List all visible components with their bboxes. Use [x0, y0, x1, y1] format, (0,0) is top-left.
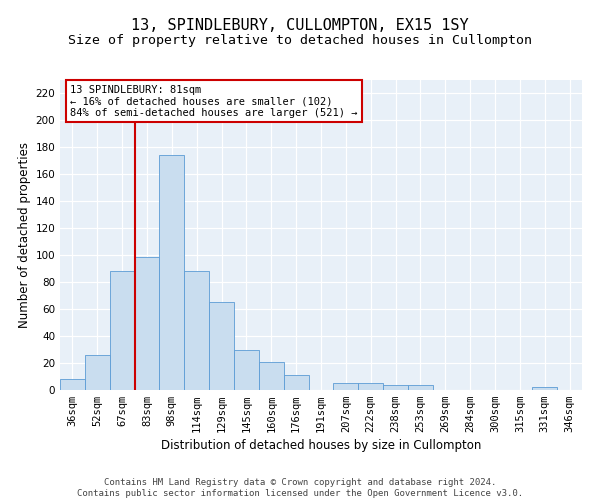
Bar — [184, 272, 209, 390]
Bar — [408, 384, 433, 390]
Bar — [160, 156, 184, 390]
Text: Contains HM Land Registry data © Crown copyright and database right 2024.
Contai: Contains HM Land Registry data © Crown c… — [77, 478, 523, 498]
Y-axis label: Number of detached properties: Number of detached properties — [18, 142, 31, 328]
Bar — [134, 256, 160, 390]
Text: 13 SPINDLEBURY: 81sqm
← 16% of detached houses are smaller (102)
84% of semi-det: 13 SPINDLEBURY: 81sqm ← 16% of detached … — [70, 84, 358, 118]
Bar — [110, 272, 134, 390]
Bar — [334, 384, 358, 390]
Bar — [85, 355, 110, 390]
X-axis label: Distribution of detached houses by size in Cullompton: Distribution of detached houses by size … — [161, 440, 481, 452]
Bar — [358, 384, 383, 390]
Bar — [284, 375, 308, 390]
Bar — [209, 302, 234, 390]
Bar — [383, 384, 408, 390]
Text: Size of property relative to detached houses in Cullompton: Size of property relative to detached ho… — [68, 34, 532, 47]
Bar — [532, 388, 557, 390]
Bar — [234, 350, 259, 390]
Bar — [60, 379, 85, 390]
Text: 13, SPINDLEBURY, CULLOMPTON, EX15 1SY: 13, SPINDLEBURY, CULLOMPTON, EX15 1SY — [131, 18, 469, 32]
Bar — [259, 362, 284, 390]
